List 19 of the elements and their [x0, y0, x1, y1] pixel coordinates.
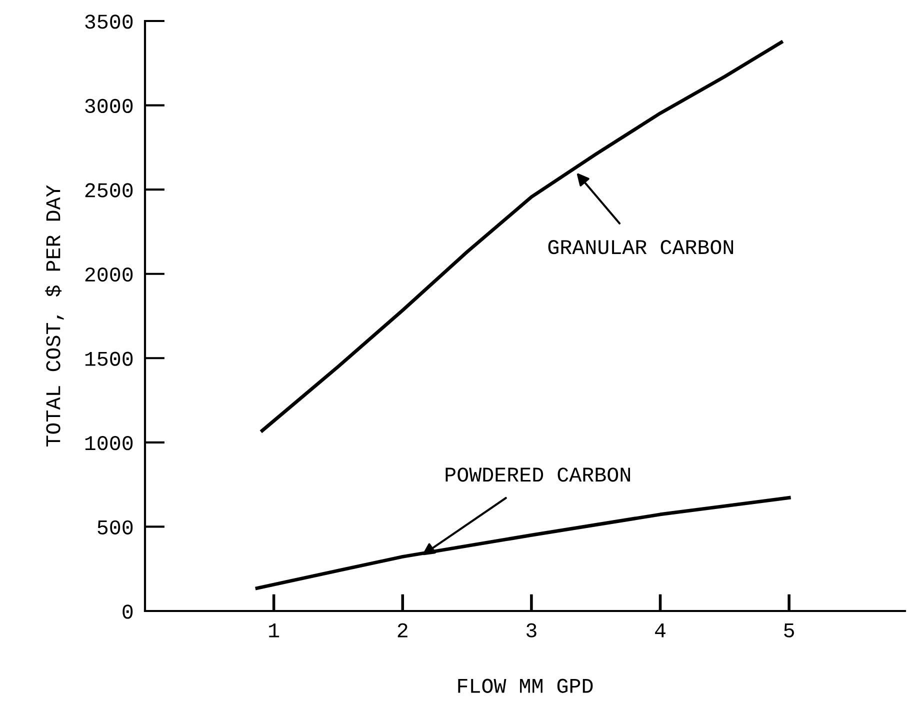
x-tick-label: 3	[526, 623, 536, 638]
x-tick-label: 2	[398, 623, 408, 638]
y-tick-label: 0	[122, 604, 133, 619]
x-tick-label: 1	[269, 623, 280, 638]
y-tick-label: 2000	[85, 267, 133, 282]
y-axis-title: TOTAL COST, $ PER DAY	[45, 185, 64, 447]
y-tick-label: 3000	[85, 98, 133, 114]
y-tick-label: 1000	[85, 436, 133, 450]
line-series	[260, 40, 784, 432]
y-tick-label: 3500	[85, 14, 133, 29]
annotation: GRANULAR CARBON	[548, 240, 734, 254]
x-axis-title: FLOW MM GPD	[458, 678, 593, 693]
y-tick-label: 500	[98, 520, 133, 534]
line-series	[255, 496, 791, 590]
x-tick-label: 4	[655, 623, 666, 638]
annotation: POWDERED CARBON	[446, 468, 630, 482]
x-tick-label: 5	[784, 623, 794, 638]
y-tick-label: 1500	[85, 352, 133, 366]
y-tick-label: 2500	[85, 183, 133, 198]
